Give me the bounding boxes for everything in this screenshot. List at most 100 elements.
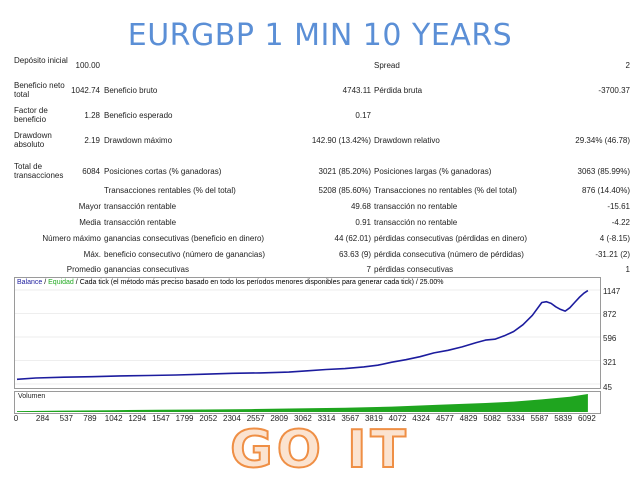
x-tick-label: 4324 — [412, 414, 431, 423]
row-value-2: 142.90 (13.42%) — [311, 136, 371, 145]
row-value-2: 0.91 — [355, 218, 371, 227]
row-value-2: 3021 (85.20%) — [318, 167, 371, 176]
report-row: Total de transacciones 6084 Posiciones c… — [0, 161, 640, 181]
row-label-3: pérdidas consecutivas (pérdidas en diner… — [374, 234, 527, 243]
row-label-3: transacción no rentable — [374, 218, 458, 227]
report-row: Depósito inicial 100.00 Spread 2 — [0, 55, 640, 75]
row-label-2: ganancias consecutivas (beneficio en din… — [104, 234, 265, 243]
report-row: Máx. beneficio consecutivo (número de ga… — [0, 250, 640, 260]
volume-area — [17, 394, 588, 412]
row-value-3: 1 — [625, 265, 630, 274]
x-tick-label: 1042 — [104, 414, 123, 423]
row-value-2: 0.17 — [355, 111, 371, 120]
y-tick-label: 321 — [603, 358, 617, 367]
row-label-3: pérdida consecutiva (número de pérdidas) — [374, 250, 524, 259]
x-tick-label: 5334 — [506, 414, 525, 423]
row-value-1: 2.19 — [84, 136, 100, 145]
x-tick-label: 3567 — [341, 414, 360, 423]
row-value-3: 29.34% (46.78) — [575, 136, 630, 145]
x-tick-label: 4577 — [436, 414, 454, 423]
row-label-3: Spread — [374, 61, 400, 70]
x-tick-label: 537 — [59, 414, 73, 423]
chart-legend: Balance / Equidad / Cada tick (el método… — [17, 279, 444, 286]
row-value-1: 6084 — [82, 167, 100, 176]
report-row: Media transacción rentable 0.91 transacc… — [0, 218, 640, 228]
x-tick-label: 1547 — [152, 414, 170, 423]
row-value-3: -31.21 (2) — [595, 250, 630, 259]
x-tick-label: 3314 — [317, 414, 336, 423]
x-tick-label: 5587 — [530, 414, 549, 423]
legend-quality: 25.00% — [419, 279, 444, 286]
row-label-3: Posiciones largas (% ganadoras) — [374, 167, 492, 176]
row-label: Promedio — [66, 265, 101, 274]
row-label-2: beneficio consecutivo (número de gananci… — [104, 250, 265, 259]
x-tick-label: 3062 — [294, 414, 312, 423]
row-label: Factor de beneficio — [14, 106, 48, 124]
y-tick-label: 872 — [603, 310, 617, 319]
x-tick-label: 4829 — [459, 414, 478, 423]
report-row: Beneficio neto total 1042.74 Beneficio b… — [0, 80, 640, 100]
x-tick-label: 4072 — [388, 414, 407, 423]
row-value-1: 1.28 — [84, 111, 100, 120]
x-tick-label: 2557 — [246, 414, 265, 423]
report-row: Factor de beneficio 1.28 Beneficio esper… — [0, 105, 640, 125]
volume-plot — [17, 394, 588, 412]
x-tick-label: 5839 — [554, 414, 573, 423]
row-label: Beneficio neto total — [14, 81, 65, 99]
row-value-3: -15.61 — [607, 202, 630, 211]
row-label: Total de transacciones — [14, 162, 64, 180]
row-value-3: 2 — [625, 61, 630, 70]
row-label: Máx. — [83, 250, 101, 259]
x-tick-label: 2809 — [270, 414, 289, 423]
row-value-2: 44 (62.01) — [334, 234, 371, 243]
row-label-3: Pérdida bruta — [374, 86, 423, 95]
go-it-watermark: GO IT — [229, 419, 410, 480]
x-tick-label: 789 — [83, 414, 97, 423]
y-tick-label: 1147 — [603, 287, 621, 296]
legend-equity: Equidad — [48, 279, 74, 286]
report-row: Transacciones rentables (% del total) 52… — [0, 186, 640, 196]
row-label-2: transacción rentable — [104, 218, 177, 227]
legend-separator: / — [42, 279, 49, 286]
volume-label: Volumen — [18, 393, 46, 400]
row-value-2: 4743.11 — [342, 86, 371, 95]
row-value-2: 63.63 (9) — [338, 250, 371, 259]
x-tick-label: 2052 — [199, 414, 218, 423]
row-value-2: 5208 (85.60%) — [318, 186, 371, 195]
balance-line — [16, 289, 589, 381]
report-row: Drawdown absoluto 2.19 Drawdown máximo 1… — [0, 130, 640, 150]
x-tick-label: 1294 — [128, 414, 147, 423]
y-tick-label: 596 — [603, 334, 617, 343]
x-tick-label: 6092 — [577, 414, 596, 423]
row-label: Media — [79, 218, 101, 227]
row-value-2: 7 — [366, 265, 371, 274]
row-label: Drawdown absoluto — [14, 131, 52, 149]
row-label-2: Beneficio esperado — [104, 111, 173, 120]
row-label: Número máximo — [42, 234, 101, 243]
legend-separator: / — [73, 279, 80, 286]
row-label: Depósito inicial — [14, 56, 68, 65]
row-label-3: transacción no rentable — [374, 202, 458, 211]
x-tick-label: 2304 — [223, 414, 241, 423]
row-value-3: 876 (14.40%) — [581, 186, 630, 195]
row-label-2: Transacciones rentables (% del total) — [104, 186, 236, 195]
row-label: Mayor — [78, 202, 101, 211]
row-label-2: Drawdown máximo — [104, 136, 173, 145]
x-tick-label: 284 — [35, 414, 50, 423]
row-value-3: 3063 (85.99%) — [577, 167, 630, 176]
row-label-3: Drawdown relativo — [374, 136, 440, 145]
x-axis-labels: 0 284 537 789 1042 1294 1547 1799 2052 2304 2557 28… — [0, 414, 640, 426]
row-label-2: Posiciones cortas (% ganadoras) — [104, 167, 222, 176]
row-label-2: Beneficio bruto — [104, 86, 158, 95]
legend-separator: / — [413, 279, 420, 286]
row-label-2: transacción rentable — [104, 202, 177, 211]
report-row: Mayor transacción rentable 49.68 transac… — [0, 202, 640, 212]
row-value-3: -3700.37 — [598, 86, 630, 95]
balance-plot — [15, 289, 600, 385]
x-tick-label: 0 — [13, 414, 19, 423]
row-value-2: 49.68 — [350, 202, 371, 211]
x-tick-label: 1799 — [175, 414, 194, 423]
balance-chart: Balance / Equidad / Cada tick (el método… — [14, 277, 601, 389]
row-label-3: pérdidas consecutivas — [374, 265, 454, 274]
y-tick-label: 45 — [603, 383, 612, 392]
